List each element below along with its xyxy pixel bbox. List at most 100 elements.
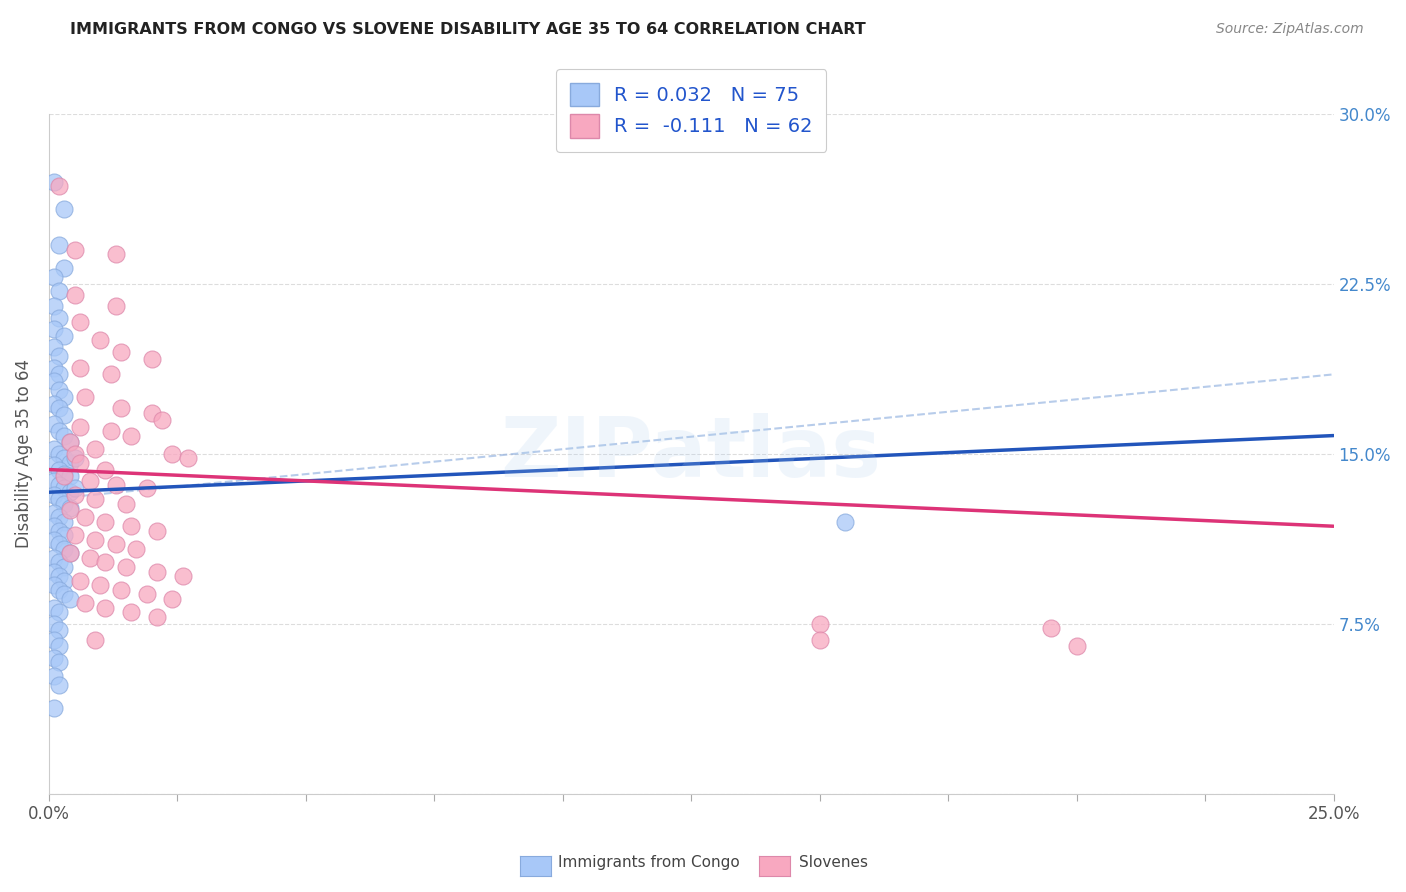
- Legend: R = 0.032   N = 75, R =  -0.111   N = 62: R = 0.032 N = 75, R = -0.111 N = 62: [555, 69, 827, 152]
- Point: [808, 632, 831, 647]
- Point: [48, 447, 70, 461]
- Point: [79, 551, 101, 566]
- Point: [48, 537, 70, 551]
- Point: [79, 474, 101, 488]
- Point: [115, 497, 138, 511]
- Point: [834, 515, 856, 529]
- Point: [42, 269, 65, 284]
- Point: [63, 481, 86, 495]
- Point: [48, 349, 70, 363]
- Point: [84, 442, 107, 457]
- Point: [146, 565, 169, 579]
- Point: [58, 546, 80, 560]
- Point: [162, 447, 184, 461]
- Point: [53, 515, 76, 529]
- Point: [84, 491, 107, 506]
- Point: [48, 238, 70, 252]
- Point: [53, 260, 76, 275]
- Point: [42, 458, 65, 472]
- Point: [120, 606, 142, 620]
- Point: [69, 419, 91, 434]
- Point: [48, 478, 70, 492]
- Point: [58, 435, 80, 450]
- Point: [48, 401, 70, 416]
- Point: [53, 528, 76, 542]
- Point: [120, 428, 142, 442]
- Point: [146, 524, 169, 538]
- Point: [53, 428, 76, 442]
- Point: [94, 462, 117, 476]
- Point: [42, 533, 65, 547]
- Point: [42, 519, 65, 533]
- Point: [100, 424, 122, 438]
- Point: [48, 383, 70, 397]
- Point: [177, 451, 200, 466]
- Point: [53, 451, 76, 466]
- Point: [48, 624, 70, 638]
- Point: [104, 537, 127, 551]
- Point: [69, 456, 91, 470]
- Point: [42, 417, 65, 432]
- Point: [42, 551, 65, 566]
- Point: [141, 351, 163, 366]
- Point: [94, 600, 117, 615]
- Point: [48, 510, 70, 524]
- Point: [58, 546, 80, 560]
- Point: [146, 610, 169, 624]
- Point: [42, 578, 65, 592]
- Point: [89, 578, 111, 592]
- Point: [1039, 621, 1062, 635]
- Text: IMMIGRANTS FROM CONGO VS SLOVENE DISABILITY AGE 35 TO 64 CORRELATION CHART: IMMIGRANTS FROM CONGO VS SLOVENE DISABIL…: [70, 22, 866, 37]
- Point: [150, 413, 173, 427]
- Point: [48, 640, 70, 654]
- Y-axis label: Disability Age 35 to 64: Disability Age 35 to 64: [15, 359, 32, 549]
- Text: Slovenes: Slovenes: [799, 855, 868, 870]
- Point: [120, 519, 142, 533]
- Point: [53, 560, 76, 574]
- Point: [42, 442, 65, 457]
- Point: [84, 632, 107, 647]
- Point: [48, 424, 70, 438]
- Point: [94, 556, 117, 570]
- Point: [53, 574, 76, 588]
- Point: [48, 556, 70, 570]
- Point: [42, 632, 65, 647]
- Point: [69, 315, 91, 329]
- Point: [53, 497, 76, 511]
- Point: [172, 569, 194, 583]
- Point: [100, 368, 122, 382]
- Text: ZIPatlas: ZIPatlas: [501, 413, 882, 494]
- Point: [53, 408, 76, 422]
- Point: [63, 243, 86, 257]
- Point: [58, 501, 80, 516]
- Point: [135, 587, 157, 601]
- Point: [42, 565, 65, 579]
- Point: [48, 606, 70, 620]
- Point: [48, 368, 70, 382]
- Text: Source: ZipAtlas.com: Source: ZipAtlas.com: [1216, 22, 1364, 37]
- Point: [110, 582, 132, 597]
- Point: [42, 322, 65, 336]
- Point: [53, 329, 76, 343]
- Point: [48, 179, 70, 194]
- Point: [42, 650, 65, 665]
- Point: [48, 678, 70, 692]
- Point: [162, 591, 184, 606]
- Point: [42, 487, 65, 501]
- Point: [48, 569, 70, 583]
- Point: [1066, 640, 1088, 654]
- Point: [42, 700, 65, 714]
- Point: [53, 469, 76, 483]
- Point: [42, 299, 65, 313]
- Point: [48, 310, 70, 325]
- Point: [42, 600, 65, 615]
- Point: [53, 202, 76, 216]
- Point: [48, 284, 70, 298]
- Point: [141, 406, 163, 420]
- Point: [42, 175, 65, 189]
- Point: [89, 334, 111, 348]
- Point: [115, 560, 138, 574]
- Point: [63, 487, 86, 501]
- Point: [110, 401, 132, 416]
- Point: [53, 467, 76, 482]
